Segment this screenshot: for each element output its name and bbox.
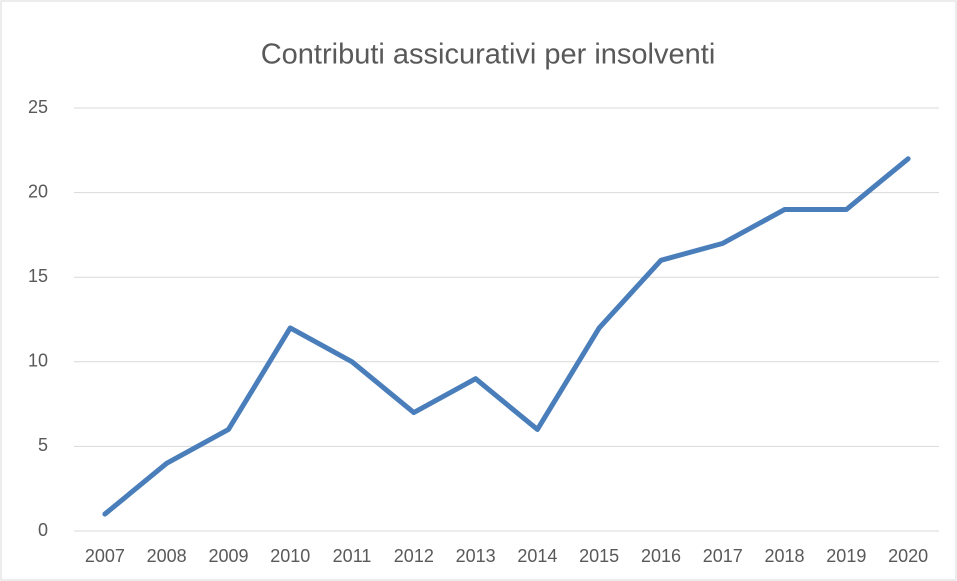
x-tick-label: 2007 <box>85 546 125 566</box>
x-tick-label: 2009 <box>208 546 248 566</box>
y-tick-label: 25 <box>28 97 48 117</box>
x-tick-label: 2011 <box>333 546 372 566</box>
x-tick-label: 2010 <box>270 546 310 566</box>
x-tick-label: 2012 <box>394 546 434 566</box>
y-tick-label: 20 <box>28 181 48 201</box>
x-tick-label: 2015 <box>579 546 619 566</box>
y-tick-label: 0 <box>38 520 48 540</box>
y-tick-label: 15 <box>28 266 48 286</box>
x-tick-label: 2013 <box>456 546 496 566</box>
x-tick-label: 2014 <box>517 546 557 566</box>
y-tick-label: 10 <box>28 351 48 371</box>
y-tick-label: 5 <box>38 435 48 455</box>
x-tick-label: 2020 <box>888 546 928 566</box>
x-tick-label: 2008 <box>147 546 187 566</box>
x-tick-label: 2019 <box>826 546 866 566</box>
x-tick-label: 2017 <box>703 546 743 566</box>
x-tick-label: 2018 <box>765 546 805 566</box>
chart-title: Contributi assicurativi per insolventi <box>261 39 716 71</box>
x-tick-label: 2016 <box>641 546 681 566</box>
data-line <box>102 156 911 517</box>
